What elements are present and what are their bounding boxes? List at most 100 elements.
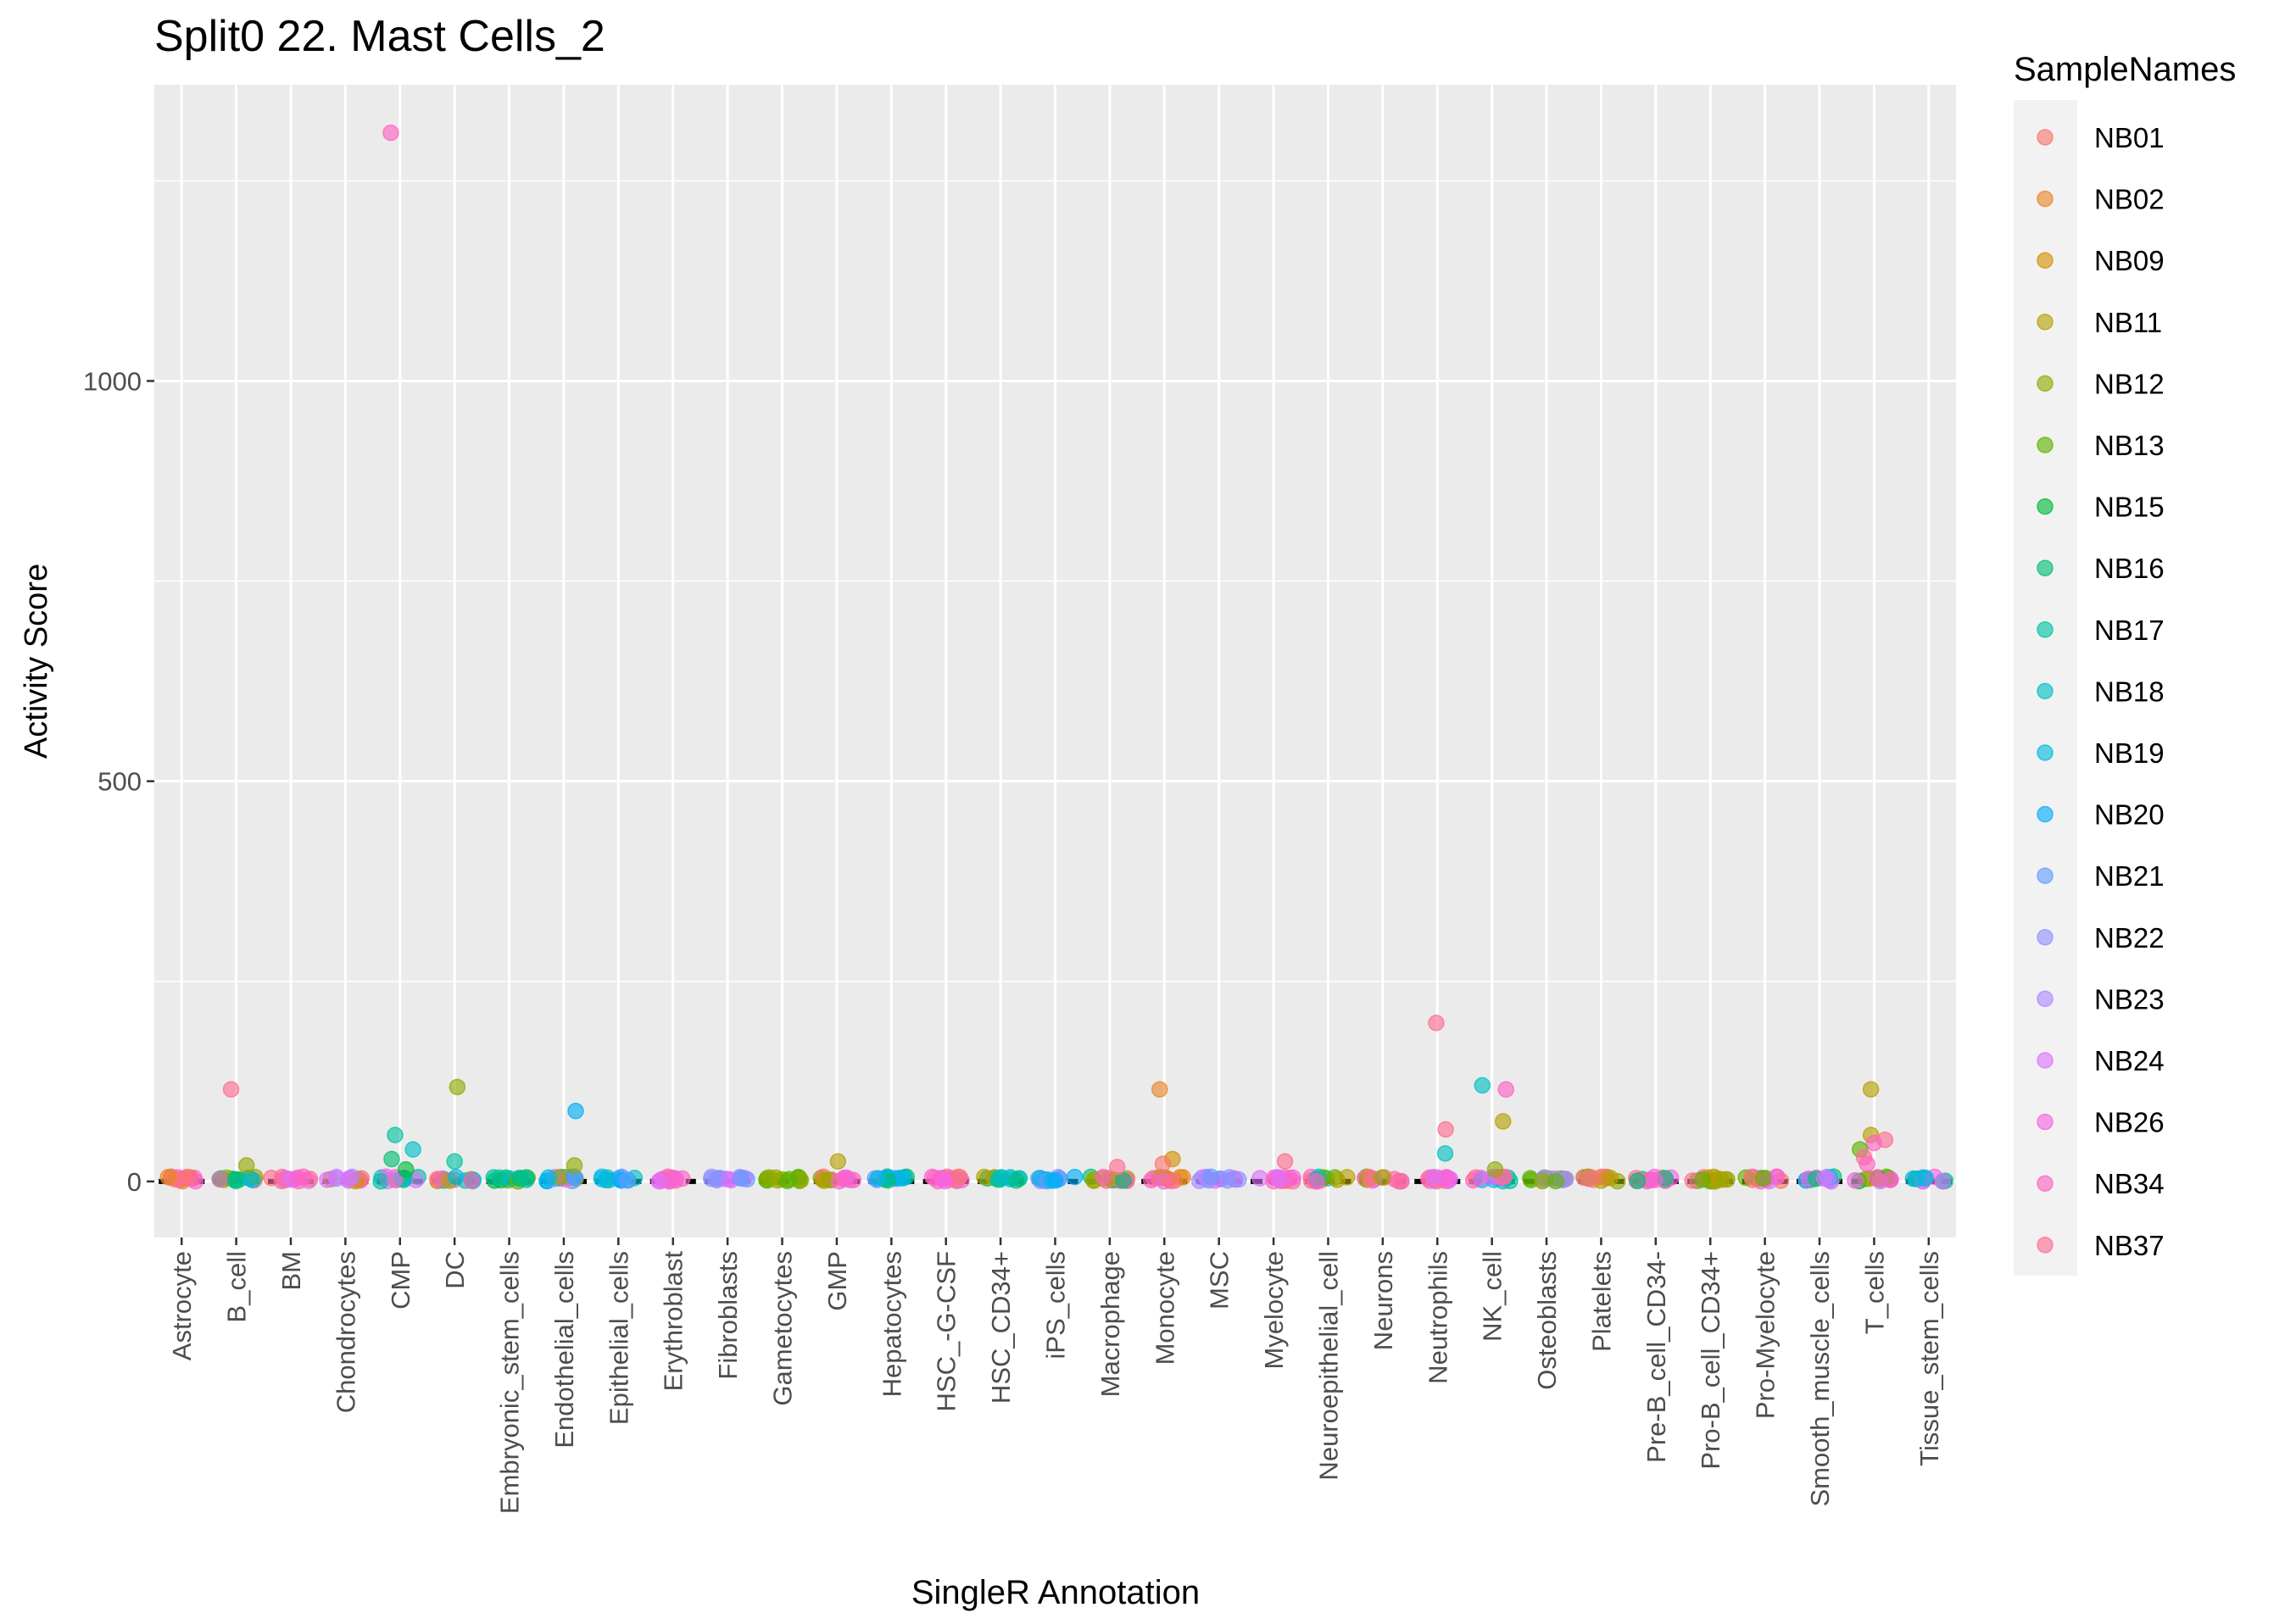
data-point-outlier <box>382 124 399 142</box>
x-tick-label: Neuroepithelial_cell <box>1313 1251 1343 1481</box>
legend-swatch <box>2037 437 2054 453</box>
y-axis-label: Activity Score <box>19 564 54 759</box>
legend-label: NB16 <box>2094 553 2165 584</box>
data-point <box>1917 1169 1934 1187</box>
data-point <box>178 1168 195 1186</box>
legend-swatch <box>2037 621 2054 638</box>
legend-label: NB19 <box>2094 737 2165 769</box>
x-tick-label: Pre-B_cell_CD34- <box>1641 1251 1671 1463</box>
data-point-outlier <box>1151 1081 1168 1098</box>
x-tick-label: Gametocytes <box>768 1251 798 1406</box>
data-point <box>1580 1170 1597 1187</box>
legend-swatch <box>2037 129 2054 146</box>
x-tick-label: Pro-B_cell_CD34+ <box>1696 1251 1725 1470</box>
chart-title: Split0 22. Mast Cells_2 <box>154 12 605 61</box>
y-tick-label: 500 <box>98 767 142 797</box>
data-point <box>1934 1172 1951 1190</box>
data-point <box>243 1171 261 1188</box>
data-point <box>761 1169 778 1187</box>
data-point <box>159 1168 176 1186</box>
legend-entries: NB01 NB02 NB09 NB11 NB12 NB13 NB15 NB16 NB17 NB18… <box>2014 107 2165 1276</box>
legend-label: NB22 <box>2094 922 2165 954</box>
data-point <box>1602 1170 1619 1187</box>
data-point <box>1251 1170 1268 1187</box>
x-tick-label: Monocyte <box>1150 1251 1179 1365</box>
data-point <box>1047 1171 1064 1189</box>
data-point <box>1425 1168 1443 1186</box>
x-axis-label: SingleR Annotation <box>911 1574 1200 1611</box>
x-tick-label: NK_cell <box>1478 1251 1507 1342</box>
data-point <box>1815 1170 1833 1187</box>
legend-swatch <box>2037 375 2054 392</box>
data-point-outlier <box>1865 1134 1882 1152</box>
x-tick-label: HSC_-G-CSF <box>932 1251 961 1411</box>
data-point-outlier <box>1494 1113 1512 1130</box>
legend-swatch <box>2037 1237 2054 1254</box>
y-tick-label: 0 <box>127 1167 142 1197</box>
data-point <box>1202 1168 1219 1186</box>
data-point <box>1547 1172 1564 1190</box>
x-tick-label: Erythroblast <box>659 1251 688 1392</box>
x-tick-label: iPS_cells <box>1041 1251 1071 1360</box>
legend-swatch <box>2037 190 2054 208</box>
x-tick-label: Epithelial_cells <box>604 1251 633 1425</box>
legend-swatch <box>2037 929 2054 946</box>
x-tick-label: Chondrocytes <box>331 1251 360 1413</box>
x-tick-label: Myelocyte <box>1259 1251 1289 1370</box>
data-point <box>732 1170 750 1187</box>
legend-label: NB17 <box>2094 615 2165 646</box>
legend-label: NB12 <box>2094 368 2165 399</box>
legend-label: NB21 <box>2094 860 2165 892</box>
x-tick-label: Neurons <box>1368 1251 1398 1350</box>
data-point <box>386 1171 403 1188</box>
x-tick-label: Fibroblasts <box>713 1251 743 1380</box>
data-point-outlier <box>829 1153 847 1171</box>
legend-label: NB20 <box>2094 799 2165 831</box>
data-point <box>1392 1172 1410 1190</box>
x-tick-label: B_cell <box>222 1251 252 1322</box>
data-point-outlier <box>1276 1153 1294 1171</box>
data-point <box>1329 1171 1346 1188</box>
data-point <box>1719 1171 1736 1188</box>
data-point <box>778 1172 796 1190</box>
x-tick-label: Hepatocytes <box>877 1251 906 1397</box>
legend-label: NB13 <box>2094 430 2165 461</box>
x-tick-label: Platelets <box>1586 1251 1616 1352</box>
data-point <box>1629 1172 1647 1189</box>
legend-swatch <box>2037 867 2054 884</box>
legend-swatch <box>2037 314 2054 331</box>
data-point-outlier <box>387 1126 404 1143</box>
data-point-outlier <box>1486 1160 1504 1178</box>
data-point <box>1143 1171 1160 1189</box>
data-point <box>869 1170 887 1187</box>
data-point-outlier <box>567 1103 584 1120</box>
data-point <box>703 1168 721 1186</box>
y-tick-label: 1000 <box>83 366 142 396</box>
data-point <box>227 1172 244 1190</box>
x-tick-label: Embryonic_stem_cells <box>495 1251 525 1514</box>
x-tick-label: Endothelial_cells <box>549 1251 579 1449</box>
data-point <box>1308 1173 1325 1190</box>
y-axis: 0 500 1000 <box>83 366 154 1197</box>
data-points <box>159 124 1954 1190</box>
data-point-outlier <box>446 1153 463 1171</box>
data-point <box>463 1172 480 1189</box>
data-point <box>619 1171 636 1189</box>
data-point <box>1440 1172 1457 1189</box>
data-point <box>540 1169 557 1186</box>
legend-label: NB37 <box>2094 1230 2165 1261</box>
legend-swatch <box>2037 498 2054 515</box>
legend-label: NB23 <box>2094 983 2165 1015</box>
legend-label: NB24 <box>2094 1045 2165 1076</box>
data-point <box>1095 1168 1112 1186</box>
legend-swatch <box>2037 252 2054 269</box>
x-tick-label: CMP <box>386 1251 415 1310</box>
data-point <box>1694 1171 1712 1188</box>
data-point <box>894 1170 911 1187</box>
data-point <box>1115 1172 1132 1189</box>
data-point <box>1868 1169 1885 1187</box>
x-tick-label: Astrocyte <box>167 1251 197 1360</box>
data-point-outlier <box>404 1141 421 1158</box>
data-point-outlier <box>1497 1081 1514 1098</box>
legend-swatch <box>2037 682 2054 700</box>
